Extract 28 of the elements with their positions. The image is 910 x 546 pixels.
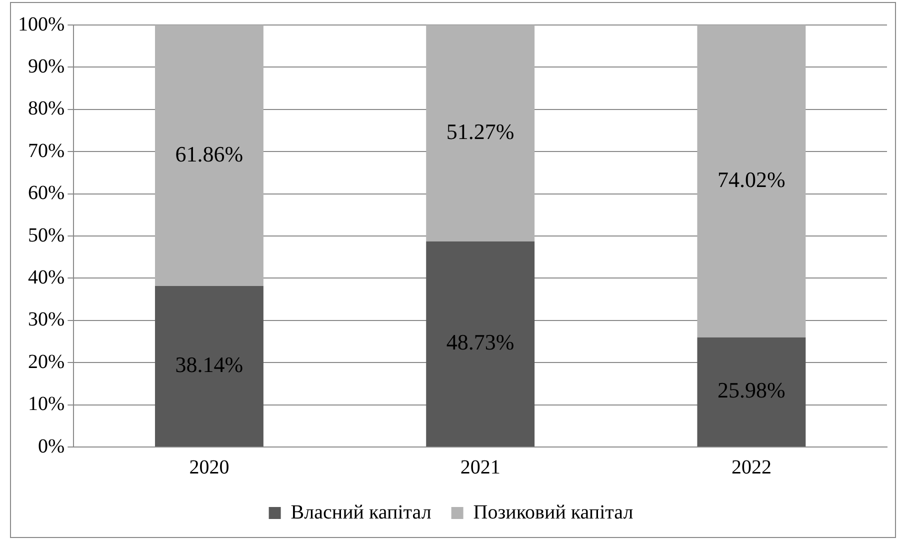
y-tick-label: 70% <box>28 140 65 162</box>
y-tick-label: 90% <box>28 55 65 78</box>
bar <box>697 25 806 338</box>
legend-label: Позиковий капітал <box>473 501 634 524</box>
data-label: 61.86% <box>175 141 244 166</box>
bar <box>426 25 535 242</box>
y-tick-label: 100% <box>18 13 65 36</box>
legend-label: Власний капітал <box>290 501 432 524</box>
y-tick-label: 40% <box>28 266 65 288</box>
bar <box>426 241 535 446</box>
y-tick-label: 10% <box>28 393 65 416</box>
y-tick-label: 60% <box>28 182 65 204</box>
y-tick-label: 30% <box>28 308 65 331</box>
y-tick-label: 20% <box>28 350 65 373</box>
bar <box>154 286 264 446</box>
x-tick-label: 2021 <box>460 456 500 478</box>
data-label: 51.27% <box>446 118 514 144</box>
bar <box>697 337 806 446</box>
y-tick-label: 0% <box>38 435 65 458</box>
data-label: 38.14% <box>175 352 244 378</box>
data-label: 48.73% <box>446 330 514 355</box>
x-tick-label: 2022 <box>731 456 772 478</box>
x-tick-label: 2020 <box>189 456 230 478</box>
bar <box>154 25 264 286</box>
y-tick-label: 80% <box>28 98 65 120</box>
y-tick-label: 50% <box>28 224 65 246</box>
data-label: 74.02% <box>718 166 786 192</box>
data-label: 25.98% <box>718 378 786 403</box>
